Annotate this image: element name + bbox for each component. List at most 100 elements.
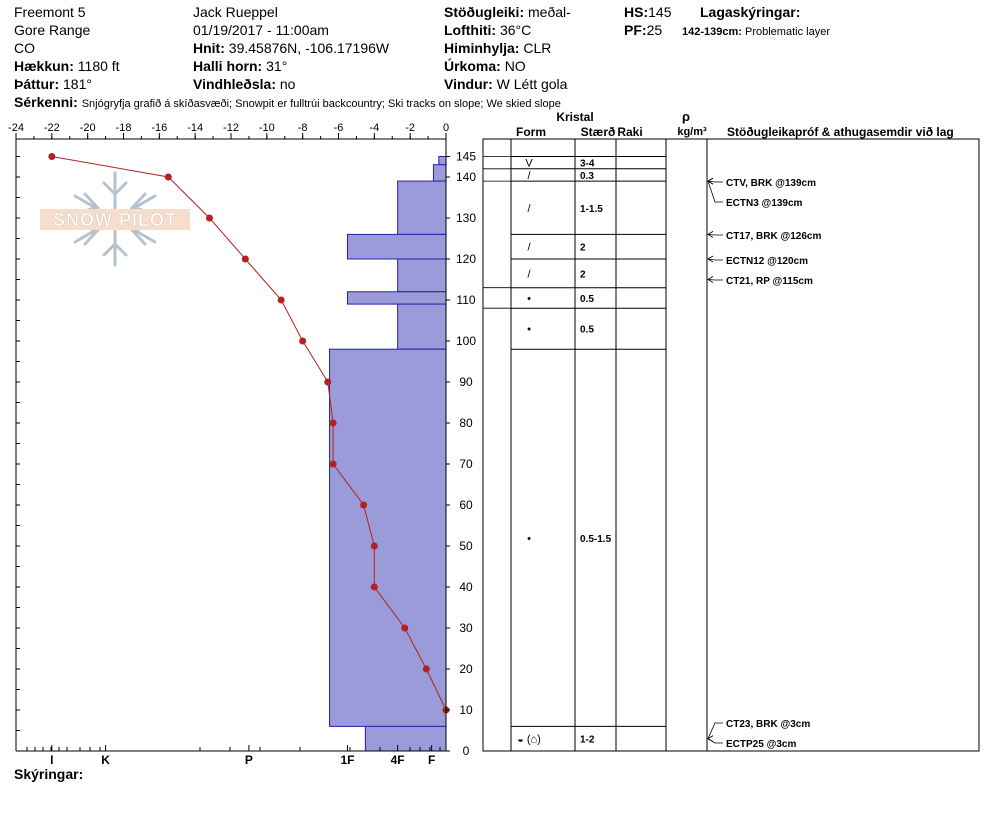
state-name: CO: [14, 40, 35, 56]
layer-note: 142-139cm: Problematic layer: [682, 24, 830, 40]
layer-form: ◒ (⌂): [517, 734, 541, 746]
wind-loading-field: Vindhleðsla: no: [193, 76, 295, 92]
temp-point: [401, 624, 409, 632]
precip-field: Úrkoma: NO: [444, 58, 526, 74]
layer-form: •: [527, 324, 531, 336]
layer-form: •: [527, 293, 531, 305]
height-tick-label: 0: [463, 744, 470, 758]
stability-test-label: ECTN12 @120cm: [726, 256, 808, 267]
wind-value: W Létt gola: [496, 76, 568, 92]
hardness-profile: [329, 156, 447, 752]
observation-datetime: 01/19/2017 - 11:00am: [193, 22, 329, 38]
height-tick-label: 130: [456, 211, 476, 225]
aspect-label: Þáttur:: [14, 76, 60, 92]
layer-size: 0.5: [580, 294, 594, 305]
form-header: Form: [516, 125, 546, 139]
sky-label: Himinhylja:: [444, 40, 520, 56]
coords-label: Hnit:: [193, 40, 225, 56]
elevation-value: 1180 ft: [77, 58, 120, 74]
layer-form: •: [527, 533, 531, 545]
layer-form: /: [527, 242, 531, 254]
snowpilot-logo: SNOW PILOT: [40, 171, 190, 267]
temp-point: [299, 337, 307, 345]
height-tick-label: 30: [459, 621, 473, 635]
height-tick-label: 120: [456, 252, 476, 266]
layer-size: 0.5-1.5: [580, 534, 612, 545]
wind-label: Vindur:: [444, 76, 493, 92]
layer-form: /: [527, 170, 531, 182]
stability-label: Stöðugleiki:: [444, 4, 525, 20]
hardness-tick-label: 4F: [391, 753, 405, 767]
temp-point: [329, 460, 337, 468]
stability-test-arrow: [707, 722, 723, 739]
layer-size: 0.3: [580, 171, 594, 182]
coords-value: 39.45876N, -106.17196W: [228, 40, 390, 56]
stability-field: Stöðugleiki: meðal-: [444, 4, 571, 20]
temp-tick-label: -8: [298, 122, 308, 134]
size-header: Stærð: [581, 125, 616, 139]
features-field: Sérkenni: Snjógryfja grafið á skíðasvæði…: [14, 94, 561, 112]
layer-table: V 3-4 / 0.3 / 1-1.5 / 2 / 2 • 0.5 • 0.5 • 0.5-1.5 ◒ (⌂) 1…: [482, 138, 980, 752]
height-tick-label: 10: [459, 703, 473, 717]
air-temp-field: Lofthiti: 36°C: [444, 22, 531, 38]
arrow-head: [707, 177, 714, 185]
sky-field: Himinhylja: CLR: [444, 40, 551, 56]
temp-tick-label: -22: [44, 122, 60, 134]
stability-test-label: CTV, BRK @139cm: [726, 178, 816, 189]
temp-tick-label: -20: [80, 122, 96, 134]
pf-label: PF:: [624, 22, 647, 38]
precip-value: NO: [504, 58, 526, 74]
wind-loading-value: no: [279, 76, 296, 92]
table-frame: [482, 138, 980, 752]
layer-size: 2: [580, 269, 586, 280]
layer-size: 2: [580, 243, 586, 254]
arrow-head: [707, 276, 714, 283]
arrow-head: [707, 231, 714, 238]
layer-form: V: [525, 158, 533, 170]
layer-size: 1-2: [580, 735, 595, 746]
height-tick-label: 20: [459, 662, 473, 676]
temp-point: [164, 173, 172, 181]
temp-point: [277, 296, 285, 304]
height-tick-label: 50: [459, 539, 473, 553]
hardness-bar: [364, 725, 447, 752]
stability-test-label: CT23, BRK @3cm: [726, 719, 810, 730]
stability-test-arrow: [707, 180, 723, 203]
hardness-bar: [346, 291, 447, 305]
hardness-tick-label: I: [50, 753, 53, 767]
site-name: Freemont 5: [14, 4, 86, 20]
temp-point: [324, 378, 332, 386]
range-name: Gore Range: [14, 22, 91, 38]
temperature-profile: [48, 153, 450, 714]
hs-label: HS:: [624, 4, 649, 20]
layer-form: /: [527, 268, 531, 280]
hardness-tick-label: P: [245, 753, 253, 767]
stability-test-label: ECTP25 @3cm: [726, 739, 796, 750]
arrow-head: [707, 255, 714, 263]
rho-header: ρ: [682, 109, 690, 124]
temp-point: [206, 214, 213, 222]
hardness-bar: [432, 164, 447, 182]
height-tick-label: 80: [459, 416, 473, 430]
stability-value: meðal-: [528, 4, 571, 20]
arrow-head: [707, 735, 714, 743]
hs-value: 145: [648, 4, 672, 20]
stability-tests-header: Stöðugleikapróf & athugasemdir við lag: [727, 125, 954, 139]
layer-notes-label: Lagaskýringar:: [700, 4, 801, 20]
temp-point: [360, 501, 368, 509]
slope-field: Halli horn: 31°: [193, 58, 287, 74]
temp-point: [370, 583, 378, 591]
hardness-bar: [397, 258, 447, 293]
slope-value: 31°: [266, 58, 288, 74]
temp-tick-label: -12: [223, 122, 239, 134]
temp-tick-label: -24: [8, 122, 24, 134]
stability-test-label: CT21, RP @115cm: [726, 276, 813, 287]
precip-label: Úrkoma:: [444, 58, 501, 74]
temp-tick-label: -10: [259, 122, 275, 134]
layer-note-range: 142-139cm:: [682, 26, 742, 38]
stability-test-arrow: [707, 180, 723, 183]
air-temp-value: 36°C: [499, 22, 532, 38]
height-tick-label: 70: [459, 457, 473, 471]
height-tick-label: 100: [456, 334, 476, 348]
stability-test-arrow: [707, 279, 723, 281]
